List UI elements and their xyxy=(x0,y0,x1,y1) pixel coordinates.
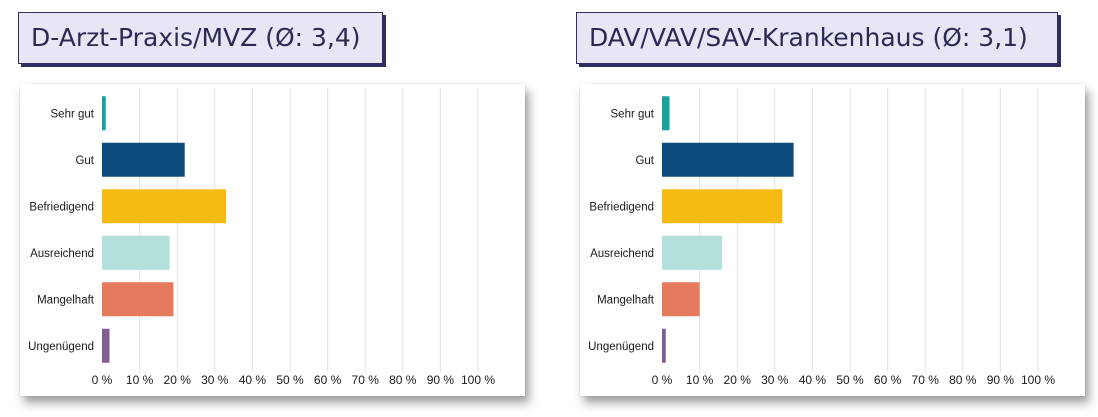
x-tick-label: 100 % xyxy=(1021,373,1055,387)
bar-sehr-gut xyxy=(102,96,106,131)
category-label: Befriedigend xyxy=(589,201,654,213)
bar-sehr-gut xyxy=(662,96,670,131)
x-tick-label: 90 % xyxy=(427,373,455,387)
bar-gut xyxy=(102,142,185,177)
chart-d-arzt: 0 % 10 % 20 % 30 % 40 % 50 % 60 % 70 % 80 % 90 % 1… xyxy=(20,84,525,396)
bar-befriedigend xyxy=(102,189,227,224)
x-tick-label: 90 % xyxy=(987,373,1015,387)
x-tick-label: 70 % xyxy=(352,373,380,387)
bar-befriedigend xyxy=(662,189,783,224)
category-label: Ausreichend xyxy=(590,248,654,260)
x-tick-label: 70 % xyxy=(912,373,940,387)
x-tick-label: 0 % xyxy=(92,373,113,387)
x-tick-label: 40 % xyxy=(239,373,267,387)
x-tick-label: 10 % xyxy=(686,373,714,387)
x-tick-label: 50 % xyxy=(836,373,864,387)
chart-krankenhaus: 0 % 10 % 20 % 30 % 40 % 50 % 60 % 70 % 80 % 90 % 1… xyxy=(580,84,1085,396)
x-tick-label: 80 % xyxy=(389,373,417,387)
bar-chart-svg: 0 % 10 % 20 % 30 % 40 % 50 % 60 % 70 % 80 % 90 % 1… xyxy=(28,88,495,387)
category-label: Ungenügend xyxy=(588,341,654,353)
category-label: Mangelhaft xyxy=(597,294,655,306)
x-tick-label: 30 % xyxy=(201,373,229,387)
bar-ungen-gend xyxy=(662,328,666,363)
category-label: Ungenügend xyxy=(28,341,94,353)
x-tick-label: 10 % xyxy=(126,373,154,387)
bar-ausreichend xyxy=(102,235,170,270)
x-tick-label: 60 % xyxy=(314,373,342,387)
category-label: Gut xyxy=(635,155,654,167)
category-label: Mangelhaft xyxy=(37,294,95,306)
bar-ausreichend xyxy=(662,235,723,270)
x-tick-label: 100 % xyxy=(461,373,495,387)
bar-chart-svg: 0 % 10 % 20 % 30 % 40 % 50 % 60 % 70 % 80 % 90 % 1… xyxy=(588,88,1055,387)
category-label: Sehr gut xyxy=(611,108,655,120)
x-tick-label: 50 % xyxy=(276,373,304,387)
bar-ungen-gend xyxy=(102,328,110,363)
x-tick-label: 0 % xyxy=(652,373,673,387)
category-label: Ausreichend xyxy=(30,248,94,260)
category-label: Befriedigend xyxy=(29,201,94,213)
x-tick-label: 40 % xyxy=(799,373,827,387)
x-tick-label: 60 % xyxy=(874,373,902,387)
bar-mangelhaft xyxy=(102,282,174,317)
chart-title-d-arzt: D-Arzt-Praxis/MVZ (Ø: 3,4) xyxy=(18,12,383,64)
x-tick-label: 30 % xyxy=(761,373,789,387)
x-tick-label: 20 % xyxy=(164,373,192,387)
chart-title-krankenhaus: DAV/VAV/SAV-Krankenhaus (Ø: 3,1) xyxy=(576,12,1058,64)
category-label: Sehr gut xyxy=(51,108,95,120)
bar-mangelhaft xyxy=(662,282,700,317)
category-label: Gut xyxy=(75,155,94,167)
x-tick-label: 20 % xyxy=(724,373,752,387)
bar-gut xyxy=(662,142,794,177)
x-tick-label: 80 % xyxy=(949,373,977,387)
